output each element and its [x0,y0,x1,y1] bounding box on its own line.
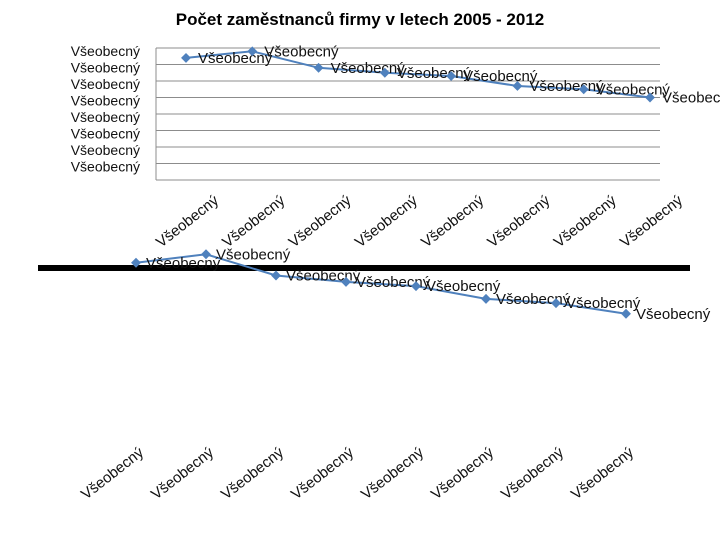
chart-title: Počet zaměstnanců firmy v letech 2005 - … [175,10,545,29]
y-tick-label: Všeobecný [71,159,140,175]
x-tick-label: Všeobecný [219,192,288,251]
data-label: Všeobecný [216,246,291,263]
data-point [181,52,191,63]
section-divider [38,265,690,271]
data-point [271,270,281,281]
x-tick-label: Všeobecný [428,444,497,503]
data-point [481,293,491,304]
data-label: Všeobecný [397,65,472,82]
data-label: Všeobecný [198,50,273,67]
data-label: Všeobecný [596,81,671,98]
data-label: Všeobecný [426,278,501,295]
x-tick-label: Všeobecný [358,444,427,503]
data-label: Všeobecný [463,68,538,85]
data-label: Všeobecný [286,268,361,285]
data-point [645,92,655,103]
data-label: Všeobecný [331,60,406,77]
data-label: Všeobecný [662,90,720,107]
y-tick-label: Všeobecný [71,43,140,59]
data-point [551,298,561,309]
data-point [341,276,351,287]
data-point [578,84,589,95]
data-label: Všeobecný [566,295,641,312]
x-tick-label: Všeobecný [78,444,147,503]
x-tick-label: Všeobecný [153,192,222,251]
y-tick-label: Všeobecný [71,60,140,76]
y-tick-label: Všeobecný [71,76,140,92]
data-point [131,257,141,268]
y-tick-label: Všeobecný [71,142,140,158]
x-tick-label: Všeobecný [617,192,686,251]
data-point [411,281,421,292]
series-line [185,50,651,99]
x-tick-label: Všeobecný [484,192,553,251]
data-point [621,308,631,319]
x-tick-label: Všeobecný [551,192,620,251]
data-label: Všeobecný [264,43,339,60]
x-tick-label: Všeobecný [286,192,355,251]
data-point [247,46,258,57]
x-tick-label: Všeobecný [218,444,287,503]
y-tick-label: Všeobecný [71,109,140,125]
y-tick-label: Všeobecný [71,93,140,109]
x-tick-label: Všeobecný [288,444,357,503]
data-label: Všeobecný [356,274,431,291]
data-label: Všeobecný [146,255,221,272]
x-tick-label: Všeobecný [148,444,217,503]
x-tick-label: Všeobecný [498,444,567,503]
x-tick-label: Všeobecný [418,192,487,251]
x-tick-label: Všeobecný [568,444,637,503]
y-tick-label: Všeobecný [71,126,140,142]
data-label: Všeobecný [496,291,571,308]
series-line [135,253,627,315]
data-point [201,249,211,260]
data-label: Všeobecný [636,306,711,323]
x-tick-label: Všeobecný [352,192,421,251]
data-label: Všeobecný [529,78,604,95]
data-point [512,81,523,91]
